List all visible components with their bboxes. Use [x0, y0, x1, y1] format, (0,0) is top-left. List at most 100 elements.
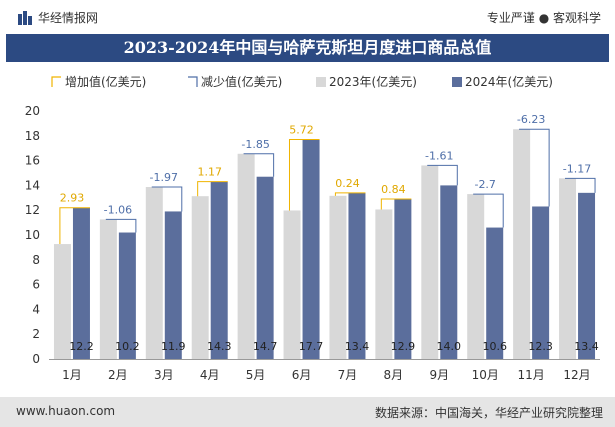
- bar-2023: [53, 244, 71, 359]
- y-tick-label: 18: [25, 129, 40, 143]
- x-tick-label: 10月: [472, 368, 499, 382]
- x-tick-label: 8月: [384, 368, 404, 382]
- change-bracket-decrease: [473, 193, 504, 228]
- x-tick-label: 7月: [338, 368, 358, 382]
- bar-2024: [532, 206, 550, 359]
- value-label: 12.9: [391, 340, 416, 353]
- legend-increase-icon: [51, 76, 61, 87]
- value-label: 17.7: [299, 340, 324, 353]
- change-bracket-decrease: [243, 153, 275, 177]
- x-tick-label: 3月: [154, 368, 174, 382]
- y-tick-label: 0: [32, 352, 40, 366]
- bar-2023: [559, 178, 577, 359]
- change-label: -1.97: [150, 171, 178, 184]
- change-bracket-decrease: [519, 128, 550, 207]
- bar-2023: [283, 210, 301, 359]
- change-label: -1.06: [104, 203, 132, 216]
- value-label: 13.4: [574, 340, 599, 353]
- bar-2023: [329, 195, 347, 359]
- legend-swatch: [316, 77, 326, 87]
- change-bracket-increase: [288, 139, 320, 211]
- value-label: 10.2: [115, 340, 140, 353]
- value-label: 12.2: [69, 340, 94, 353]
- x-tick-label: 12月: [563, 368, 590, 382]
- brand[interactable]: 华经情报网: [18, 9, 98, 26]
- bar-2023: [375, 209, 393, 359]
- x-tick-label: 2月: [108, 368, 128, 382]
- change-label: 5.72: [289, 124, 314, 137]
- change-bracket-decrease: [151, 186, 183, 212]
- bar-2023: [237, 153, 255, 359]
- top-bar: 华经情报网 专业严谨 ● 客观科学: [0, 0, 615, 36]
- value-label: 13.4: [345, 340, 370, 353]
- change-bracket-decrease: [427, 164, 458, 186]
- huajing-logo-icon: [18, 10, 32, 25]
- y-tick-label: 14: [25, 178, 40, 192]
- chart: 增加值(亿美元) 减少值(亿美元) 2023年(亿美元) 2024年(亿美元) 0 2 4 6…: [25, 74, 600, 382]
- footer-source: 数据来源：中国海关，华经产业研究院整理: [374, 406, 603, 420]
- change-label: 0.24: [335, 177, 360, 190]
- bar-2024: [118, 232, 136, 359]
- footer-url[interactable]: www.huaon.com: [16, 404, 116, 418]
- bar-2024: [256, 176, 274, 359]
- change-bracket-decrease: [564, 177, 596, 193]
- x-tick-label: 4月: [200, 368, 220, 382]
- tagline: 专业严谨 ● 客观科学: [486, 11, 601, 25]
- x-tick-label: 6月: [292, 368, 312, 382]
- y-tick-label: 16: [25, 154, 40, 168]
- legend-label: 增加值(亿美元): [65, 74, 146, 89]
- change-label: 1.17: [197, 166, 222, 179]
- value-label: 10.6: [482, 340, 507, 353]
- value-label: 14.0: [437, 340, 462, 353]
- title-bar: 2023-2024年中国与哈萨克斯坦月度进口商品总值: [6, 34, 609, 62]
- y-tick-label: 20: [25, 104, 40, 118]
- value-label: 14.3: [207, 340, 232, 353]
- change-label: -1.17: [563, 162, 591, 175]
- legend-label: 2024年(亿美元): [465, 74, 553, 89]
- y-tick-label: 2: [32, 327, 40, 341]
- x-tick-label: 5月: [246, 368, 266, 382]
- x-tick-label: 1月: [62, 368, 82, 382]
- bar-2023: [421, 165, 439, 359]
- y-tick-label: 10: [25, 228, 40, 242]
- bar-2023: [191, 196, 209, 359]
- bar-2024: [348, 192, 366, 359]
- bar-2024: [72, 207, 90, 359]
- y-tick-label: 6: [32, 278, 40, 292]
- bar-2024: [440, 185, 458, 359]
- value-label: 12.3: [528, 340, 553, 353]
- change-label: -2.7: [474, 178, 495, 191]
- change-label: -6.23: [517, 113, 545, 126]
- brand-name: 华经情报网: [38, 11, 99, 25]
- legend-swatch: [452, 77, 462, 87]
- bar-2023: [99, 219, 117, 359]
- x-tick-label: 11月: [517, 368, 544, 382]
- bar-2023: [467, 194, 485, 359]
- bar-2024: [302, 139, 320, 359]
- value-label: 11.9: [161, 340, 186, 353]
- bar-2024: [394, 199, 412, 359]
- legend-label: 减少值(亿美元): [201, 74, 282, 89]
- bar-2024: [486, 227, 504, 359]
- footer: www.huaon.com 数据来源：中国海关，华经产业研究院整理: [0, 397, 615, 427]
- bar-2023: [513, 129, 531, 359]
- x-tick-label: 9月: [429, 368, 449, 382]
- bar-2024: [578, 192, 596, 359]
- change-label: 0.84: [381, 183, 406, 196]
- chart-title: 2023-2024年中国与哈萨克斯坦月度进口商品总值: [123, 38, 492, 57]
- change-label: -1.85: [241, 138, 269, 151]
- change-bracket-increase: [197, 181, 228, 197]
- change-label: 2.93: [60, 192, 85, 205]
- change-bracket-increase: [334, 192, 366, 196]
- change-bracket-increase: [380, 198, 412, 210]
- bar-2024: [164, 211, 182, 359]
- change-bracket-increase: [59, 207, 90, 245]
- y-tick-label: 4: [32, 302, 40, 316]
- bar-2024: [210, 181, 228, 359]
- legend-decrease-icon: [188, 76, 198, 87]
- bar-2023: [145, 187, 163, 359]
- y-tick-label: 12: [25, 203, 40, 217]
- legend-label: 2023年(亿美元): [329, 74, 417, 89]
- change-bracket-decrease: [105, 218, 137, 233]
- change-label: -1.61: [425, 149, 453, 162]
